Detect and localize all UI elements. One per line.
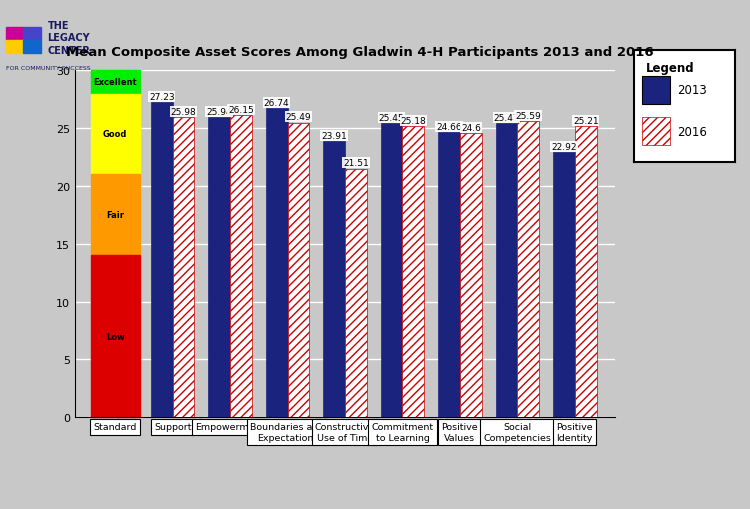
- Bar: [553, 153, 574, 417]
- Text: Fair: Fair: [106, 211, 124, 220]
- Text: FOR COMMUNITY SUCCESS: FOR COMMUNITY SUCCESS: [6, 66, 90, 71]
- Text: Boundaries and
Expectations: Boundaries and Expectations: [251, 422, 325, 442]
- Text: Legend: Legend: [646, 62, 694, 75]
- Text: Mean Composite Asset Scores Among Gladwin 4-H Participants 2013 and 2016: Mean Composite Asset Scores Among Gladwi…: [66, 46, 654, 59]
- Bar: [518, 122, 539, 417]
- Bar: [460, 133, 482, 417]
- Text: 21.51: 21.51: [343, 159, 369, 168]
- Text: 26.74: 26.74: [264, 99, 290, 108]
- Bar: [642, 118, 670, 146]
- Text: Positive
Identity: Positive Identity: [556, 422, 593, 442]
- Bar: [230, 116, 252, 417]
- Text: 22.92: 22.92: [551, 143, 577, 152]
- Bar: [91, 94, 140, 175]
- Bar: [151, 103, 172, 417]
- Bar: [403, 127, 424, 417]
- Bar: [345, 169, 367, 417]
- Bar: [266, 109, 287, 417]
- Bar: [209, 118, 230, 417]
- Bar: [23, 29, 40, 41]
- Bar: [438, 133, 460, 417]
- Bar: [91, 71, 140, 94]
- Bar: [6, 29, 23, 41]
- Text: Commitment
to Learning: Commitment to Learning: [371, 422, 434, 442]
- Bar: [172, 118, 194, 417]
- Text: 24.6: 24.6: [460, 123, 481, 132]
- Text: 25.47: 25.47: [494, 114, 519, 122]
- Text: 25.59: 25.59: [515, 112, 541, 121]
- Text: 26.15: 26.15: [228, 105, 254, 115]
- Text: LEGACY: LEGACY: [48, 33, 90, 43]
- Text: 25.21: 25.21: [573, 117, 598, 125]
- Text: Excellent: Excellent: [94, 78, 137, 87]
- Bar: [91, 175, 140, 256]
- Bar: [287, 123, 310, 417]
- Text: Good: Good: [103, 130, 128, 139]
- Bar: [574, 127, 596, 417]
- Text: Standard: Standard: [94, 422, 137, 432]
- Text: THE: THE: [48, 20, 69, 31]
- Bar: [642, 77, 670, 105]
- Text: Social
Competencies: Social Competencies: [484, 422, 551, 442]
- Text: 25.94: 25.94: [206, 108, 232, 117]
- Text: 27.23: 27.23: [149, 93, 175, 102]
- Bar: [323, 142, 345, 417]
- Bar: [380, 124, 403, 417]
- Text: Constructive
Use of Time: Constructive Use of Time: [315, 422, 375, 442]
- Text: 25.18: 25.18: [400, 117, 426, 126]
- Text: Support: Support: [154, 422, 191, 432]
- Text: Low: Low: [106, 332, 124, 341]
- Bar: [6, 41, 23, 54]
- Bar: [23, 41, 40, 54]
- Text: 25.98: 25.98: [171, 107, 196, 117]
- Text: 25.45: 25.45: [379, 114, 404, 123]
- Bar: [496, 124, 517, 417]
- Text: 2016: 2016: [677, 126, 707, 138]
- Text: 2013: 2013: [677, 84, 707, 97]
- Text: 25.49: 25.49: [286, 113, 311, 122]
- Text: 23.91: 23.91: [321, 131, 347, 140]
- Text: Empowerment: Empowerment: [196, 422, 265, 432]
- Bar: [91, 256, 140, 417]
- Text: 24.66: 24.66: [436, 123, 462, 132]
- Text: Positive
Values: Positive Values: [442, 422, 479, 442]
- Text: CENTER: CENTER: [48, 46, 91, 56]
